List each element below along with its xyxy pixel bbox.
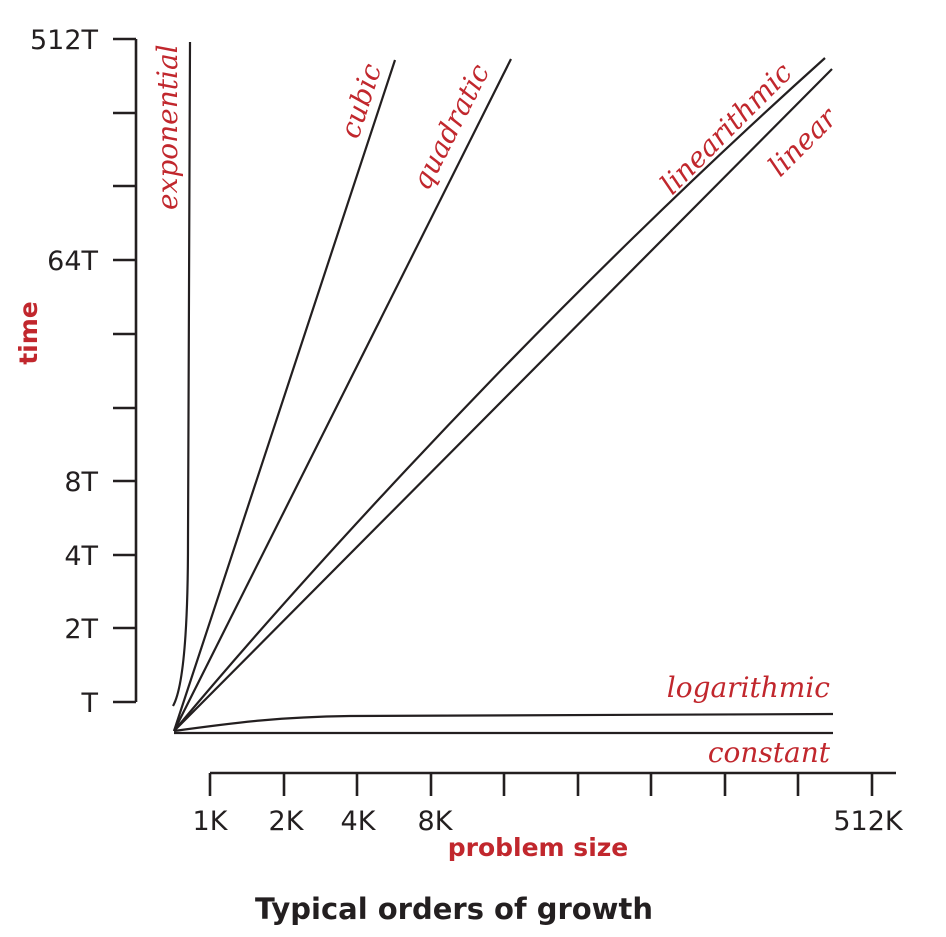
y-axis-title: time (14, 301, 43, 365)
series-label-exponential: exponential (151, 44, 184, 210)
series-label-linearithmic: linearithmic (654, 56, 799, 201)
series-line-linear (173, 68, 833, 732)
series-line-linearithmic (173, 57, 826, 732)
series-line-exponential (172, 41, 192, 707)
chart-caption: Typical orders of growth (255, 892, 653, 926)
x-axis-title: problem size (448, 833, 629, 862)
series-label-constant: constant (708, 736, 831, 769)
series-line-cubic (172, 59, 397, 732)
y-tick-label: T (81, 688, 99, 719)
series-label-cubic: cubic (333, 59, 388, 142)
y-tick-label: 2T (64, 614, 98, 645)
x-tick-label: 8K (418, 806, 454, 837)
x-tick-label: 2K (269, 806, 305, 837)
y-tick-label: 4T (64, 541, 98, 572)
y-tick-label: 8T (64, 467, 98, 498)
x-tick-label: 1K (193, 806, 229, 837)
x-tick-label: 4K (341, 806, 377, 837)
series-line-quadratic (173, 58, 512, 732)
x-axis: 1K 2K 4K 8K 512K problem size (193, 771, 904, 862)
series-line-logarithmic (173, 712, 834, 733)
x-tick-label: 512K (833, 806, 904, 837)
series-label-quadratic: quadratic (405, 58, 497, 195)
y-tick-label: 512T (30, 25, 99, 56)
y-axis: 512T 64T 8T 4T 2T T time (14, 25, 138, 719)
curves (172, 41, 834, 735)
series-label-linear: linear (762, 100, 845, 183)
y-tick-label: 64T (47, 246, 98, 277)
series-label-logarithmic: logarithmic (667, 671, 831, 704)
